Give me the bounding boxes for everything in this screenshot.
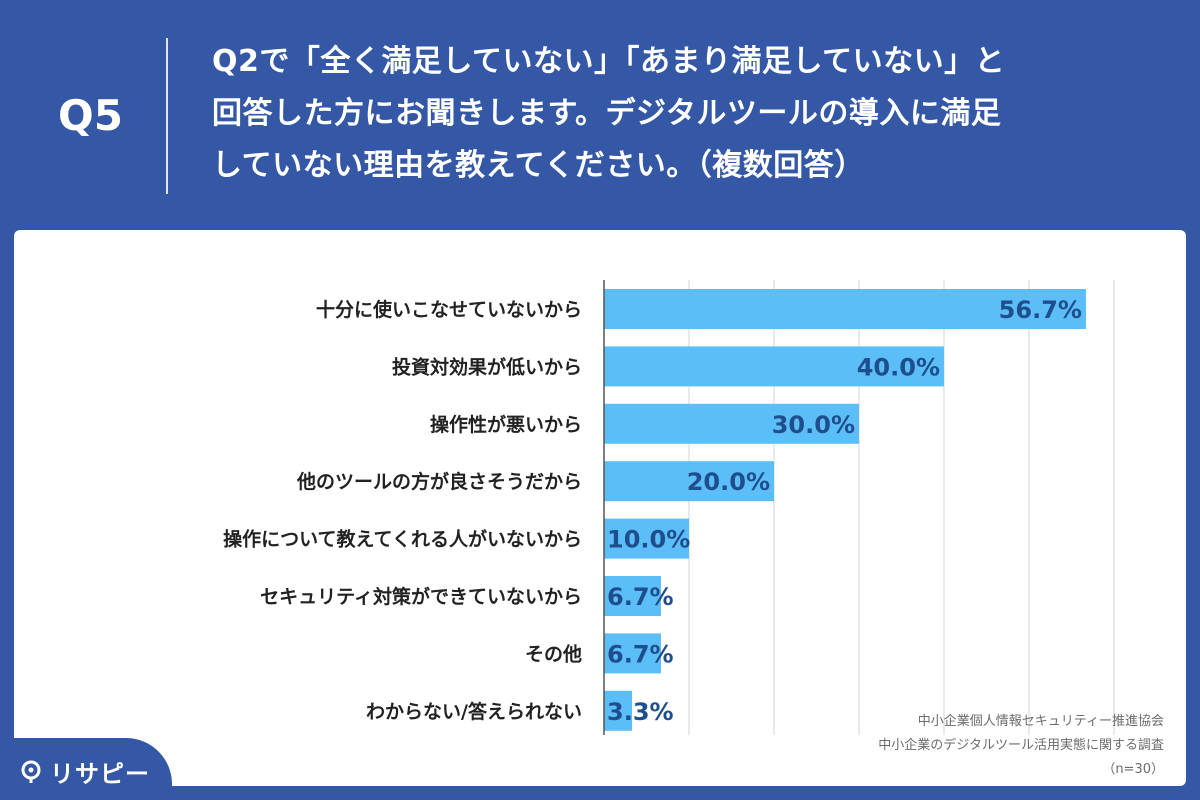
bar-chart: 十分に使いこなせていないから 56.7% 投資対効果が低いから 40.0% 操作性が悪い… [223, 280, 1115, 735]
bar [604, 518, 689, 559]
category-label: その他 [525, 642, 582, 665]
value-label: 6.7% [607, 640, 674, 668]
value-label: 6.7% [607, 583, 674, 611]
source-org: 中小企業個人情報セキュリティー推進協会 [917, 714, 1164, 729]
brand-name: リサピー [50, 760, 150, 788]
category-label: 十分に使いこなせていないから [316, 298, 582, 321]
source-survey: 中小企業のデジタルツール活用実態に関する調査 [878, 738, 1164, 753]
pin-icon [21, 760, 41, 783]
bar [604, 690, 633, 731]
bar [604, 461, 774, 502]
question-header: Q5 Q2で「全く満足していない」「あまり満足していない」と 回答した方にお聞き… [0, 0, 1200, 228]
bar [604, 289, 1086, 329]
value-label: 20.0% [687, 468, 770, 496]
source-sample-size: （n=30） [1102, 762, 1164, 777]
chart-card: 十分に使いこなせていないから 56.7% 投資対効果が低いから 40.0% 操作性が悪い… [14, 230, 1186, 786]
brand-badge: リサピー [0, 738, 172, 800]
question-text: Q2で「全く満足していない」「あまり満足していない」と 回答した方にお聞きします… [212, 36, 1172, 192]
category-label: わからない/答えられない [366, 700, 582, 723]
value-label: 30.0% [772, 411, 855, 439]
value-label: 56.7% [999, 296, 1082, 324]
value-label: 40.0% [857, 353, 940, 381]
bar [604, 403, 859, 444]
question-line: Q2で「全く満足していない」「あまり満足していない」と [212, 44, 1006, 79]
question-line: していない理由を教えてください。（複数回答） [212, 148, 865, 183]
value-label: 10.0% [607, 526, 690, 554]
category-label: 操作性が悪いから [430, 413, 582, 436]
category-label: セキュリティ対策ができていないから [260, 585, 582, 608]
category-label: 他のツールの方が良さそうだから [296, 470, 582, 493]
category-label: 投資対効果が低いから [392, 355, 582, 378]
bar [604, 346, 944, 387]
bar [604, 633, 661, 674]
bar [604, 576, 661, 616]
value-label: 3.3% [607, 698, 674, 726]
header-divider [166, 38, 168, 194]
category-label: 操作について教えてくれる人がいないから [223, 528, 582, 551]
question-number: Q5 [58, 91, 123, 140]
question-line: 回答した方にお聞きします。デジタルツールの導入に満足 [212, 96, 1002, 131]
